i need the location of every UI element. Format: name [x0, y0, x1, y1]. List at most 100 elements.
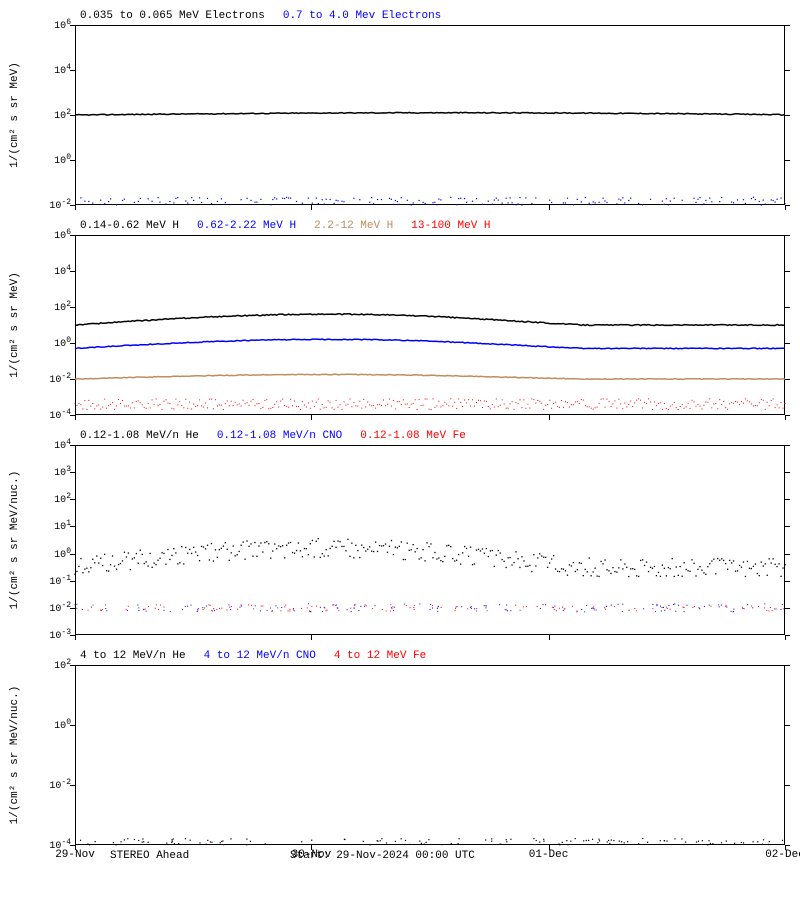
legend-item: 0.62-2.22 MeV H	[197, 220, 296, 232]
y-tick-mark	[785, 70, 790, 71]
y-tick-label: 100	[33, 546, 71, 560]
y-tick-label: 10-1	[33, 574, 71, 588]
y-tick-mark	[785, 271, 790, 272]
x-tick-label: 01-Dec	[529, 849, 569, 861]
y-tick-mark	[785, 445, 790, 446]
y-tick-label: 104	[33, 264, 71, 278]
y-tick-mark	[785, 160, 790, 161]
y-tick-label: 10-2	[33, 778, 71, 792]
chart-container: 1/(cm² s sr MeV) 10-2 100 102 104 106 0.035 to…	[0, 0, 800, 900]
y-tick-mark	[785, 554, 790, 555]
x-tick-mark	[549, 205, 550, 210]
x-tick-label: 02-Dec	[765, 849, 800, 861]
y-tick-mark	[785, 581, 790, 582]
legend-item: 4 to 12 MeV/n He	[80, 650, 186, 662]
data-layer	[75, 445, 785, 635]
legend-item: 0.12-1.08 MeV Fe	[360, 430, 466, 442]
y-tick-label: 102	[33, 658, 71, 672]
series-line	[75, 112, 785, 115]
panel-he_cno_fe_high: 1/(cm² s sr MeV/nuc.)10-410-21001024 to …	[75, 665, 785, 845]
panel-hydrogen: 1/(cm² s sr MeV)10-410-21001021041060.14…	[75, 235, 785, 415]
y-tick-label: 104	[33, 438, 71, 452]
y-tick-label: 102	[33, 492, 71, 506]
y-tick-label: 106	[33, 18, 71, 32]
y-axis-label: 1/(cm² s sr MeV)	[9, 25, 21, 205]
y-tick-label: 102	[33, 108, 71, 122]
x-tick-label: 29-Nov	[55, 849, 95, 861]
x-tick-mark	[785, 415, 786, 420]
y-tick-label: 10-4	[33, 408, 71, 422]
x-tick-mark	[549, 635, 550, 640]
series-line	[75, 374, 785, 379]
legend-item: 4 to 12 MeV Fe	[334, 650, 426, 662]
x-tick-mark	[75, 205, 76, 210]
x-tick-mark	[75, 415, 76, 420]
legend-item: 0.12-1.08 MeV/n He	[80, 430, 199, 442]
y-tick-label: 103	[33, 465, 71, 479]
x-tick-mark	[311, 415, 312, 420]
x-tick-mark	[785, 845, 786, 850]
legend: 0.035 to 0.065 MeV Electrons 0.7 to 4.0 M…	[80, 10, 459, 22]
series-line	[75, 314, 785, 326]
footer-center: Start: 29-Nov-2024 00:00 UTC	[290, 850, 475, 862]
y-tick-label: 100	[33, 336, 71, 350]
x-tick-mark	[785, 205, 786, 210]
y-tick-label: 102	[33, 300, 71, 314]
y-axis-label: 1/(cm² s sr MeV)	[9, 235, 21, 415]
legend: 4 to 12 MeV/n He 4 to 12 MeV/n CNO 4 to 12…	[80, 650, 444, 662]
y-tick-mark	[785, 608, 790, 609]
legend-item: 0.035 to 0.065 MeV Electrons	[80, 10, 265, 22]
legend-item: 2.2-12 MeV H	[314, 220, 393, 232]
panel-electrons: 1/(cm² s sr MeV)10-21001021041060.035 to…	[75, 25, 785, 205]
series-scatter	[75, 603, 783, 612]
y-tick-label: 10-2	[33, 198, 71, 212]
y-axis-label: 1/(cm² s sr MeV/nuc.)	[9, 450, 21, 630]
y-tick-mark	[785, 526, 790, 527]
data-layer	[75, 235, 785, 415]
series-scatter	[223, 844, 535, 845]
legend-item: 0.7 to 4.0 Mev Electrons	[283, 10, 441, 22]
series-scatter	[80, 838, 783, 846]
footer-left: STEREO Ahead	[110, 850, 189, 862]
panel-he_cno_fe_low: 1/(cm² s sr MeV/nuc.)10-310-210-11001011…	[75, 445, 785, 635]
y-tick-mark	[785, 343, 790, 344]
y-tick-label: 100	[33, 718, 71, 732]
x-tick-mark	[549, 415, 550, 420]
y-tick-mark	[785, 725, 790, 726]
y-tick-mark	[785, 115, 790, 116]
y-tick-mark	[785, 379, 790, 380]
x-tick-mark	[311, 635, 312, 640]
y-tick-label: 10-2	[33, 372, 71, 386]
legend: 0.14-0.62 MeV H 0.62-2.22 MeV H 2.2-12 MeV…	[80, 220, 509, 232]
y-tick-mark	[785, 307, 790, 308]
series-scatter	[76, 604, 784, 611]
series-scatter	[75, 398, 786, 410]
y-tick-label: 101	[33, 519, 71, 533]
x-tick-mark	[785, 635, 786, 640]
y-axis-label: 1/(cm² s sr MeV/nuc.)	[9, 665, 21, 845]
legend-item: 4 to 12 MeV/n CNO	[204, 650, 316, 662]
y-tick-label: 100	[33, 153, 71, 167]
x-tick-mark	[75, 845, 76, 850]
data-layer	[75, 25, 785, 205]
data-layer	[75, 665, 785, 845]
y-tick-label: 104	[33, 63, 71, 77]
x-tick-mark	[75, 635, 76, 640]
y-tick-mark	[785, 499, 790, 500]
y-tick-mark	[785, 665, 790, 666]
y-tick-mark	[785, 785, 790, 786]
series-line	[75, 339, 785, 349]
y-tick-mark	[785, 25, 790, 26]
x-tick-mark	[311, 205, 312, 210]
legend-item: 0.12-1.08 MeV/n CNO	[217, 430, 342, 442]
y-tick-label: 106	[33, 228, 71, 242]
y-tick-label: 10-3	[33, 628, 71, 642]
legend: 0.12-1.08 MeV/n He 0.12-1.08 MeV/n CNO 0.1…	[80, 430, 484, 442]
legend-item: 0.14-0.62 MeV H	[80, 220, 179, 232]
legend-item: 13-100 MeV H	[411, 220, 490, 232]
y-tick-label: 10-2	[33, 601, 71, 615]
x-tick-mark	[549, 845, 550, 850]
series-scatter	[74, 538, 785, 577]
series-scatter	[80, 197, 785, 206]
y-tick-mark	[785, 235, 790, 236]
